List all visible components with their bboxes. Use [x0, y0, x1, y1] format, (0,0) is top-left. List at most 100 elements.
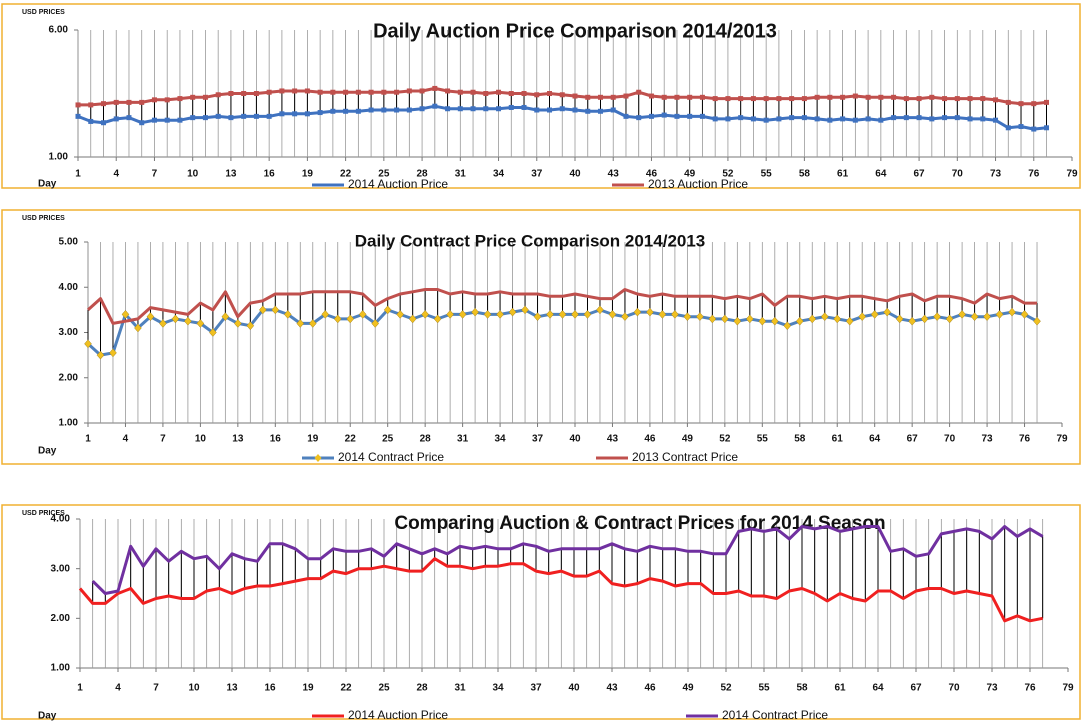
- x-tick-label: 49: [682, 434, 694, 445]
- marker: [546, 310, 554, 319]
- marker: [381, 107, 387, 113]
- legend-label: 2014 Contract Price: [722, 708, 828, 722]
- marker: [763, 117, 769, 123]
- marker: [980, 116, 986, 122]
- marker: [572, 93, 578, 99]
- x-tick-label: 76: [1019, 434, 1031, 445]
- x-tick-label: 70: [944, 434, 956, 445]
- marker: [139, 120, 145, 126]
- marker: [878, 117, 884, 123]
- marker: [164, 97, 170, 103]
- marker: [296, 319, 305, 328]
- marker: [508, 91, 514, 96]
- marker: [202, 94, 208, 100]
- marker: [406, 88, 412, 94]
- chart-title: Daily Auction Price Comparison 2014/2013: [373, 20, 777, 42]
- marker: [533, 312, 542, 322]
- marker: [113, 99, 119, 105]
- marker: [1031, 101, 1037, 107]
- x-tick-label: 34: [493, 169, 505, 180]
- marker: [585, 94, 591, 100]
- marker: [534, 107, 540, 113]
- marker: [674, 113, 680, 119]
- marker: [343, 108, 349, 114]
- marker: [368, 107, 374, 113]
- marker: [827, 94, 833, 100]
- marker: [750, 116, 756, 122]
- marker: [202, 115, 208, 121]
- y-tick-label: 2.00: [59, 372, 79, 383]
- legend-label: 2014 Auction Price: [348, 177, 448, 191]
- marker: [271, 305, 280, 315]
- y-tick-label: 6.00: [49, 25, 69, 36]
- marker: [113, 116, 119, 122]
- y-tick-label: 1.00: [49, 152, 69, 163]
- marker: [993, 117, 999, 123]
- series-line: [86, 288, 1037, 325]
- marker: [446, 310, 454, 319]
- marker: [789, 96, 795, 102]
- x-tick-label: 19: [307, 434, 319, 445]
- marker: [929, 116, 935, 122]
- chart-frame: [1, 3, 1081, 189]
- marker: [1005, 125, 1011, 131]
- marker: [870, 310, 879, 319]
- marker: [253, 91, 259, 96]
- series-line: [78, 557, 1043, 623]
- x-tick-label: 10: [187, 169, 199, 180]
- x-tick-label: 25: [378, 169, 390, 180]
- marker: [801, 96, 807, 102]
- y-tick-label: 2.00: [51, 613, 71, 624]
- marker: [814, 116, 820, 122]
- marker: [457, 106, 463, 112]
- marker: [712, 96, 718, 102]
- marker: [865, 94, 871, 100]
- marker: [508, 104, 514, 110]
- marker: [470, 89, 476, 95]
- marker: [151, 117, 157, 123]
- x-tick-label: 64: [869, 434, 881, 445]
- marker: [279, 111, 285, 117]
- marker: [483, 91, 489, 96]
- x-tick-label: 10: [188, 683, 200, 694]
- chart-frame: [1, 209, 1081, 465]
- marker: [521, 91, 527, 96]
- marker: [258, 305, 267, 315]
- x-tick-label: 49: [682, 683, 694, 694]
- y-axis-label: USD PRICES: [22, 510, 65, 517]
- x-tick-label: 73: [986, 683, 998, 694]
- marker: [559, 106, 565, 112]
- marker: [177, 96, 183, 102]
- marker: [196, 319, 205, 328]
- marker: [895, 314, 904, 324]
- marker: [139, 99, 145, 105]
- marker: [967, 96, 973, 102]
- marker: [330, 89, 336, 95]
- x-tick-label: 16: [264, 683, 276, 694]
- y-tick-label: 3.00: [59, 327, 79, 338]
- x-tick-label: 13: [226, 683, 238, 694]
- marker: [801, 115, 807, 121]
- x-axis-label: Day: [38, 446, 57, 457]
- marker: [840, 116, 846, 122]
- chart: 1.00 6.00 1 4 7 10 13 16 19 22 25 28 31 34 37 40 43 46 49 5…: [1, 3, 1081, 191]
- marker: [483, 106, 489, 112]
- marker: [597, 108, 603, 114]
- marker: [845, 316, 854, 326]
- marker: [421, 310, 429, 319]
- marker: [1018, 101, 1024, 107]
- x-tick-label: 25: [382, 434, 394, 445]
- marker: [750, 96, 756, 102]
- marker: [929, 94, 935, 100]
- x-tick-label: 76: [1028, 169, 1040, 180]
- marker: [623, 93, 629, 99]
- marker: [221, 312, 230, 322]
- marker: [833, 314, 842, 324]
- marker: [636, 89, 642, 95]
- x-tick-label: 64: [875, 169, 887, 180]
- marker: [891, 94, 897, 100]
- marker: [266, 113, 272, 119]
- y-tick-label: 1.00: [59, 418, 79, 429]
- marker: [321, 310, 330, 319]
